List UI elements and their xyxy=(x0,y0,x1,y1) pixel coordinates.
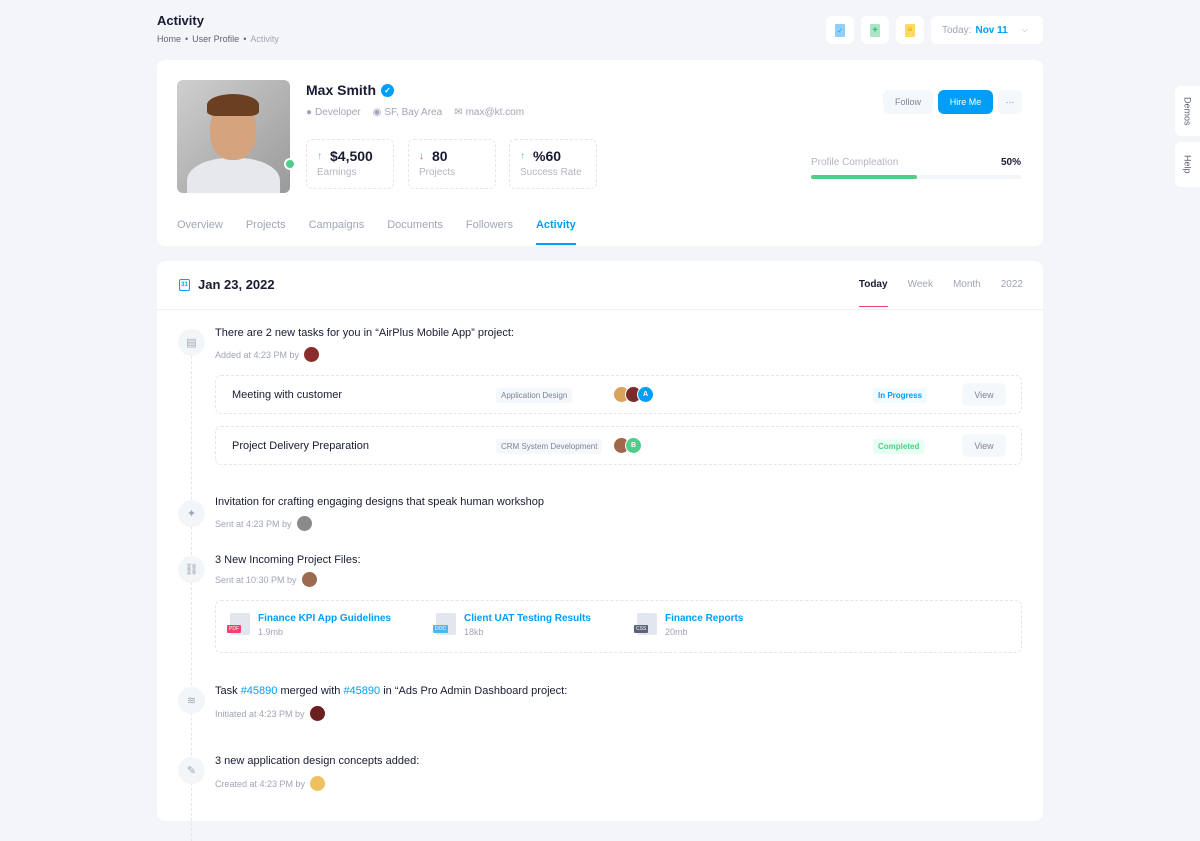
pin-icon: ✦ xyxy=(178,500,205,527)
period-today[interactable]: Today xyxy=(858,279,888,307)
online-status-dot xyxy=(284,158,296,170)
file-check-button[interactable]: ✓ xyxy=(826,16,854,44)
task-name[interactable]: Project Delivery Preparation xyxy=(232,440,369,452)
profile-completion-bar xyxy=(811,175,1022,179)
hire-me-button[interactable]: Hire Me xyxy=(938,90,993,114)
breadcrumb: Home • User Profile • Activity xyxy=(157,34,279,44)
breadcrumb-user-profile[interactable]: User Profile xyxy=(192,34,240,44)
pencil-icon: ✎ xyxy=(178,757,205,784)
follow-button[interactable]: Follow xyxy=(883,90,933,114)
activity-card: 31 Jan 23, 2022 Today Week Month 2022 ▤ T… xyxy=(157,261,1043,841)
profile-email[interactable]: max@kt.com xyxy=(465,107,525,118)
calendar-icon: 31 xyxy=(179,278,190,291)
profile-completion-label: Profile Compleation xyxy=(811,157,899,168)
timeline-item-text: Task #45890 merged with #45890 in “Ads P… xyxy=(215,685,568,697)
avatar xyxy=(177,80,290,193)
chevron-down-icon: ⌵ xyxy=(1021,25,1028,34)
task-row: Meeting with customer Application Design… xyxy=(215,375,1022,414)
arrow-up-icon: ↑ xyxy=(317,150,322,162)
date-picker[interactable]: Today: Nov 11 ⌵ xyxy=(931,16,1043,44)
period-2022[interactable]: 2022 xyxy=(1000,279,1023,290)
timeline-item-text: 3 new application design concepts added: xyxy=(215,755,420,767)
task-name[interactable]: Meeting with customer xyxy=(232,389,343,401)
tab-projects[interactable]: Projects xyxy=(245,219,286,231)
tab-documents[interactable]: Documents xyxy=(387,219,443,231)
stat-projects: ↓ 80 Projects xyxy=(408,139,496,189)
avatar[interactable] xyxy=(303,346,321,363)
page-title: Activity xyxy=(157,13,204,28)
pdf-file-icon: PDF xyxy=(227,613,250,635)
stat-success-rate: ↑ %60 Success Rate xyxy=(509,139,597,189)
activity-date: Jan 23, 2022 xyxy=(198,277,275,292)
profile-card: Max Smith ✓ ● Developer ◉ SF, Bay Area ✉ max… xyxy=(157,60,1043,246)
link-icon: ⛓ xyxy=(178,556,205,583)
view-button[interactable]: View xyxy=(962,434,1006,457)
file-item[interactable]: PDF Finance KPI App Guidelines 1.9mb xyxy=(227,613,391,637)
profile-role[interactable]: Developer xyxy=(315,107,361,118)
task-tag: Application Design xyxy=(496,388,573,403)
help-tab[interactable]: Help xyxy=(1175,142,1200,187)
doc-file-icon: DOC xyxy=(433,613,456,635)
tab-campaigns[interactable]: Campaigns xyxy=(308,219,365,231)
task-link[interactable]: #45890 xyxy=(240,685,278,697)
file-item[interactable]: DOC Client UAT Testing Results 18kb xyxy=(433,613,591,637)
status-badge: Completed xyxy=(873,439,925,454)
period-week[interactable]: Week xyxy=(907,279,933,290)
tab-followers[interactable]: Followers xyxy=(465,219,513,231)
demos-tab[interactable]: Demos xyxy=(1175,86,1200,136)
task-link[interactable]: #45890 xyxy=(343,685,381,697)
file-add-icon: + xyxy=(870,23,880,37)
file-text-button[interactable]: ≡ xyxy=(896,16,924,44)
user-icon: ● xyxy=(306,107,313,118)
profile-completion-fill xyxy=(811,175,917,179)
period-tabs: Today Week Month 2022 xyxy=(858,279,1023,307)
avatar[interactable] xyxy=(309,775,327,792)
avatar[interactable]: A xyxy=(637,386,654,403)
tab-activity[interactable]: Activity xyxy=(535,219,576,245)
arrow-down-icon: ↓ xyxy=(419,150,424,162)
message-icon: ▤ xyxy=(178,329,205,356)
avatar[interactable] xyxy=(308,705,326,722)
files-list: PDF Finance KPI App Guidelines 1.9mb DOC Cl… xyxy=(215,600,1022,653)
arrow-up-icon: ↑ xyxy=(520,150,525,162)
stat-earnings: ↑ $4,500 Earnings xyxy=(306,139,394,189)
profile-tabs: Overview Projects Campaigns Documents Fo… xyxy=(177,219,576,245)
verified-icon: ✓ xyxy=(381,83,395,97)
timeline-item-text: 3 New Incoming Project Files: xyxy=(215,554,361,566)
css-file-icon: CSS xyxy=(634,613,657,635)
breadcrumb-home[interactable]: Home xyxy=(157,34,182,44)
task-row: Project Delivery Preparation CRM System … xyxy=(215,426,1022,465)
file-add-button[interactable]: + xyxy=(861,16,889,44)
file-item[interactable]: CSS Finance Reports 20mb xyxy=(634,613,744,637)
file-text-icon: ≡ xyxy=(905,23,915,37)
timeline-line xyxy=(191,341,192,841)
view-button[interactable]: View xyxy=(962,383,1006,406)
tab-overview[interactable]: Overview xyxy=(177,219,223,231)
timeline-item-text: Invitation for crafting engaging designs… xyxy=(215,496,544,508)
more-options-button[interactable]: ··· xyxy=(998,90,1022,114)
layers-icon: ≋ xyxy=(178,687,205,714)
avatar[interactable] xyxy=(295,515,313,532)
file-check-icon: ✓ xyxy=(835,23,845,37)
avatar[interactable]: B xyxy=(625,437,642,454)
location-icon: ◉ xyxy=(372,107,382,118)
timeline-item-text: There are 2 new tasks for you in “AirPlu… xyxy=(215,327,514,339)
period-month[interactable]: Month xyxy=(952,279,981,290)
profile-completion-value: 50% xyxy=(1001,157,1022,168)
status-badge: In Progress xyxy=(873,388,928,403)
breadcrumb-activity: Activity xyxy=(250,34,279,44)
profile-location[interactable]: SF, Bay Area xyxy=(384,107,443,118)
mail-icon: ✉ xyxy=(454,107,463,118)
avatar[interactable] xyxy=(300,571,318,588)
profile-name[interactable]: Max Smith xyxy=(306,82,377,98)
task-tag: CRM System Development xyxy=(496,439,603,454)
